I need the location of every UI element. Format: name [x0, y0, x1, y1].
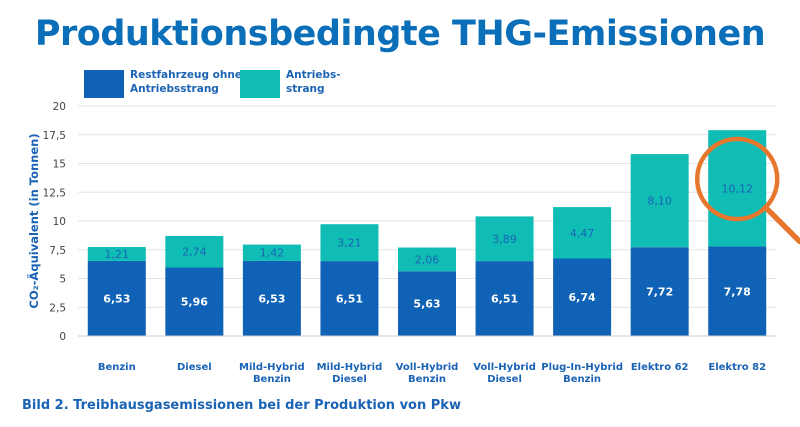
y-tick-label: 0 [59, 331, 66, 343]
data-label: 5,63 [413, 298, 440, 311]
bar-segment-antrieb [320, 224, 379, 262]
y-tick-label: 20 [53, 101, 66, 113]
legend-label-rest: Restfahrzeug ohne Antriebsstrang [130, 69, 242, 95]
data-label: 2,74 [182, 246, 207, 259]
x-tick-label: Voll-Hybrid Diesel [473, 362, 536, 385]
data-label: 2,06 [415, 253, 440, 266]
bar-segment-rest [165, 267, 224, 336]
data-label: 7,72 [646, 286, 673, 299]
bar-segment-rest [398, 271, 456, 336]
bar-segment-antrieb [475, 216, 534, 262]
data-label: 3,21 [337, 237, 362, 250]
y-tick-label: 7,5 [49, 245, 66, 257]
x-tick-label: Mild-Hybrid Benzin [239, 362, 305, 385]
chart-title: Produktionsbedingte THG-Emissionen [34, 14, 766, 54]
x-tick-label: Elektro 82 [708, 362, 766, 373]
legend-swatch-antrieb [240, 70, 280, 98]
legend-label-antrieb: Antriebs- strang [286, 69, 341, 95]
bar-segment-antrieb [708, 130, 767, 247]
data-label: 6,53 [258, 292, 285, 305]
x-tick-label: Elektro 62 [631, 362, 689, 373]
y-tick-label: 2,5 [49, 302, 66, 314]
bar-segment-rest [708, 246, 767, 336]
data-label: 7,78 [724, 285, 751, 298]
data-label: 8,10 [647, 195, 672, 208]
x-tick-label: Voll-Hybrid Benzin [396, 362, 459, 385]
data-label: 6,53 [103, 292, 130, 305]
y-tick-label: 17,5 [43, 130, 66, 142]
y-tick-label: 15 [53, 159, 66, 171]
bar-segment-rest [630, 247, 689, 336]
x-tick-label: Benzin [98, 362, 136, 373]
bar-segment-rest [320, 261, 379, 336]
bar-segment-antrieb [242, 244, 301, 261]
bar-segment-antrieb [553, 207, 612, 259]
x-tick-label: Plug-In-Hybrid Benzin [541, 362, 623, 385]
data-label: 6,51 [336, 293, 363, 306]
data-label: 3,89 [492, 233, 517, 246]
data-label: 6,74 [569, 291, 596, 304]
bar-segment-rest [87, 260, 146, 336]
y-tick-label: 10 [53, 216, 66, 228]
figure-caption: Bild 2. Treibhausgasemissionen bei der P… [22, 398, 461, 413]
bar-segment-antrieb [165, 235, 224, 268]
data-label: 4,47 [570, 227, 595, 240]
y-tick-label: 5 [59, 274, 66, 286]
y-tick-label: 12,5 [43, 187, 66, 199]
data-label: 10,12 [721, 182, 753, 195]
bar-segment-antrieb [630, 154, 689, 248]
magnifier-lens-icon [694, 136, 780, 222]
bar-segment-antrieb [87, 246, 146, 261]
x-tick-label: Mild-Hybrid Diesel [317, 362, 383, 385]
bar-segment-antrieb [398, 247, 456, 272]
x-tick-label: Diesel [177, 362, 212, 373]
data-label: 1,42 [260, 247, 285, 260]
bar-segment-rest [553, 258, 612, 336]
magnifier-handle-icon [762, 204, 800, 245]
data-label: 6,51 [491, 293, 518, 306]
bar-segment-rest [242, 260, 301, 336]
data-label: 1,21 [105, 248, 130, 261]
bar-segment-rest [475, 261, 534, 336]
y-axis-label: CO₂-Äquivalent (in Tonnen) [26, 133, 41, 308]
data-label: 5,96 [181, 296, 208, 309]
legend-swatch-rest [84, 70, 124, 98]
